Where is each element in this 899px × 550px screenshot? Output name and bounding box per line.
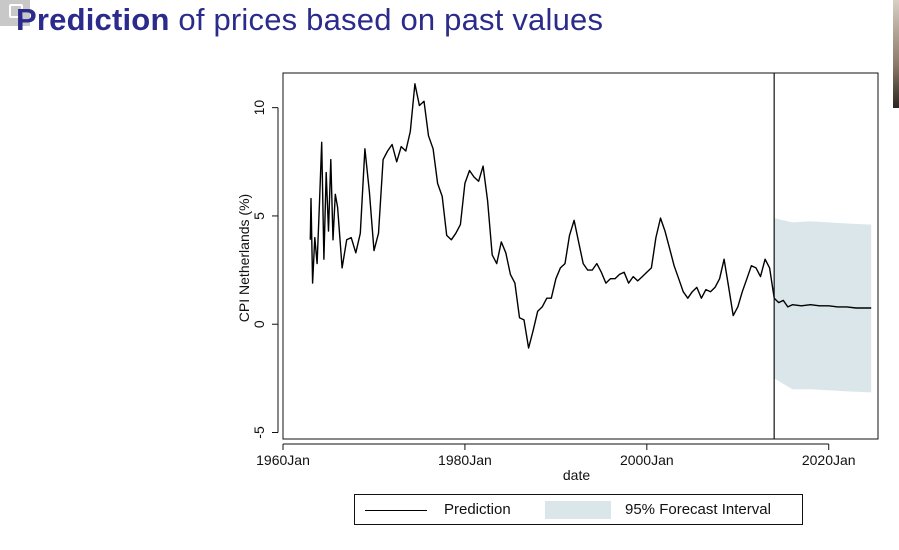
legend-label-interval: 95% Forecast Interval xyxy=(625,501,771,518)
chart-legend: Prediction 95% Forecast Interval xyxy=(354,494,803,525)
y-tick-label: 10 xyxy=(251,100,267,116)
y-tick-label: -5 xyxy=(251,426,267,439)
x-tick-label: 1960Jan xyxy=(256,452,310,468)
y-tick-label: 0 xyxy=(251,320,267,328)
legend-label-prediction: Prediction xyxy=(444,501,511,518)
x-tick-label: 2000Jan xyxy=(620,452,674,468)
slide-title-rest: of prices based on past values xyxy=(169,2,604,37)
toolbar-icon[interactable] xyxy=(0,0,30,26)
legend-swatch-interval xyxy=(545,501,611,519)
legend-swatch-prediction xyxy=(365,510,427,511)
plot-frame xyxy=(282,72,879,440)
x-tick-label: 2020Jan xyxy=(802,452,856,468)
y-axis-title: CPI Netherlands (%) xyxy=(236,194,252,322)
webcam-thumbnail xyxy=(893,0,899,108)
slide-title: Prediction of prices based on past value… xyxy=(16,2,603,38)
y-tick-label: 5 xyxy=(251,212,267,220)
x-tick-label: 1980Jan xyxy=(438,452,492,468)
series-line-history xyxy=(309,83,775,349)
series-line-prediction xyxy=(773,297,872,309)
slide-title-emphasis: Prediction xyxy=(16,2,170,37)
x-axis-title: date xyxy=(563,467,590,483)
